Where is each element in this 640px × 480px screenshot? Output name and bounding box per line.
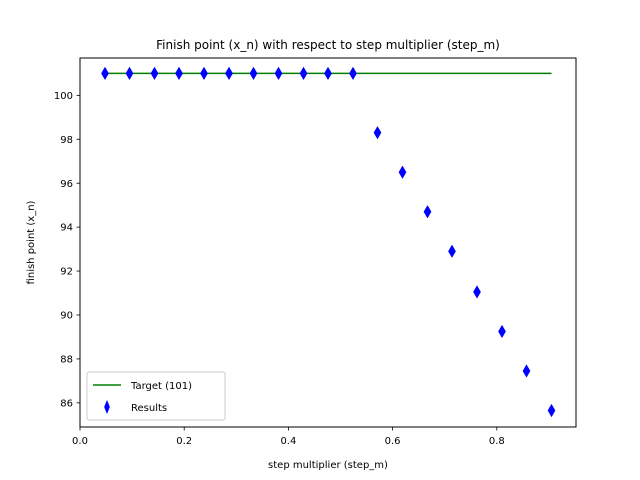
x-tick-label: 0.2 <box>176 436 192 447</box>
result-point <box>101 66 109 81</box>
result-point <box>150 66 159 81</box>
result-point <box>274 66 283 81</box>
result-point <box>498 324 506 339</box>
x-axis-label: step multiplier (step_m) <box>268 460 388 471</box>
result-point <box>249 66 258 81</box>
series-layer <box>101 66 556 418</box>
y-axis: 86 88 90 92 94 96 98 100 <box>54 91 80 409</box>
result-point <box>547 403 556 418</box>
result-point <box>200 66 208 81</box>
result-point <box>448 244 456 258</box>
y-axis-label: finish point (x_n) <box>26 200 37 284</box>
y-tick-label: 98 <box>60 135 73 146</box>
y-tick-label: 86 <box>60 398 73 409</box>
result-point <box>299 66 308 81</box>
result-point <box>522 364 531 378</box>
legend-box <box>86 371 226 421</box>
y-tick-label: 96 <box>60 179 73 190</box>
y-tick-label: 100 <box>54 91 73 102</box>
x-tick-label: 0.4 <box>280 436 296 447</box>
result-point <box>423 205 432 219</box>
legend: Target (101) Results <box>86 371 226 421</box>
result-point <box>324 66 332 81</box>
x-tick-label: 0.6 <box>385 436 401 447</box>
legend-results-label: Results <box>131 403 167 414</box>
chart-title: Finish point (x_n) with respect to step … <box>156 38 500 52</box>
plot-area <box>80 58 576 427</box>
result-point <box>398 165 407 179</box>
y-tick-label: 92 <box>60 267 73 278</box>
plot-frame <box>79 57 577 428</box>
x-axis: 0.0 0.2 0.4 0.6 0.8 <box>72 427 505 447</box>
legend-target-label: Target (101) <box>130 381 192 392</box>
result-point <box>473 285 481 299</box>
y-tick-label: 90 <box>60 311 73 322</box>
result-point <box>225 66 233 81</box>
result-point <box>349 66 357 81</box>
result-point <box>125 66 134 81</box>
result-point <box>175 66 183 81</box>
x-tick-label: 0.8 <box>489 436 505 447</box>
legend-results-marker-swatch <box>104 399 110 415</box>
y-tick-label: 94 <box>60 223 73 234</box>
result-point <box>373 125 382 140</box>
x-tick-label: 0.0 <box>72 436 88 447</box>
y-tick-label: 88 <box>60 355 73 366</box>
